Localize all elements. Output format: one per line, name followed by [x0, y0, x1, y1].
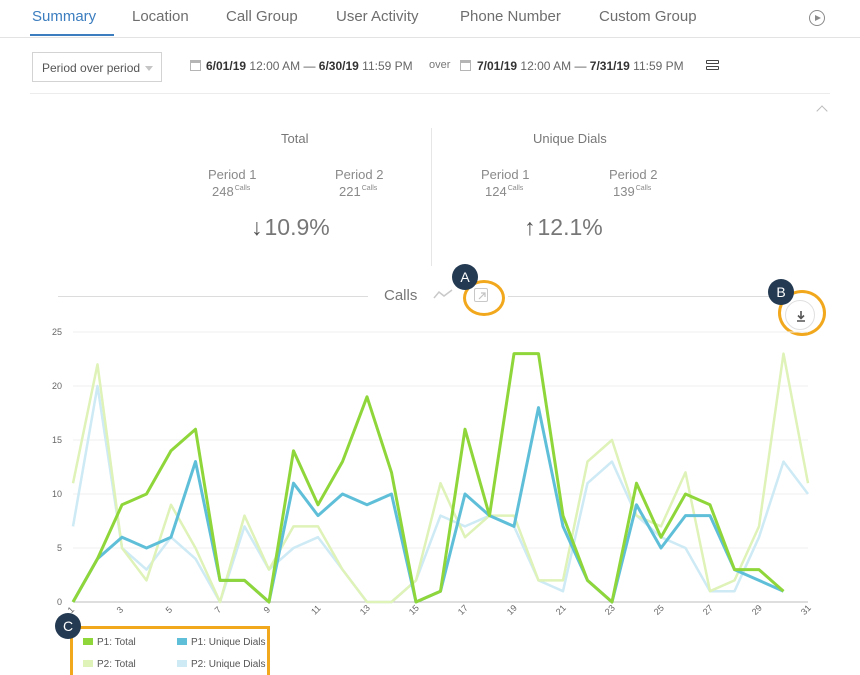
- arrow-up-icon: ↑: [524, 214, 536, 240]
- p1-start-time: 12:00 AM: [249, 59, 301, 73]
- active-tab-indicator: [30, 34, 114, 36]
- line-chart-icon[interactable]: [433, 288, 453, 300]
- arrow-down-icon: ↓: [251, 214, 263, 240]
- unique-period1-label: Period 1: [481, 167, 530, 182]
- unique-period1-value: 124Calls: [485, 184, 524, 199]
- unique-change: ↑12.1%: [524, 214, 603, 240]
- chart-title-rule-left: [58, 296, 368, 297]
- series-line-p2-total: [71, 352, 810, 604]
- series-line-p2-unique-dials: [71, 384, 809, 604]
- x-tick-label: 5: [164, 605, 175, 616]
- collapse-chevron-up-icon[interactable]: [816, 104, 828, 116]
- total-period1-label: Period 1: [208, 167, 257, 182]
- total-change: ↓10.9%: [251, 214, 330, 240]
- period-1-range[interactable]: 6/01/19 12:00 AM — 6/30/19 11:59 PM: [206, 59, 413, 73]
- chart-title-rule-right: [508, 296, 773, 297]
- unique-period2-label: Period 2: [609, 167, 658, 182]
- x-tick-label: 27: [701, 603, 715, 617]
- p2-end-date: 7/31/19: [589, 59, 630, 73]
- calendar-icon[interactable]: [190, 60, 201, 71]
- range-dash: —: [574, 59, 587, 73]
- unique-period2-value: 139Calls: [613, 184, 652, 199]
- chart-title: Calls: [384, 287, 418, 304]
- filter-row: Period over period 6/01/19 12:00 AM — 6/…: [30, 48, 830, 94]
- legend-item-p2-unique-dials[interactable]: P2: Unique Dials: [177, 659, 265, 670]
- series-line-p1-unique-dials: [71, 406, 785, 604]
- x-tick-label: 9: [262, 605, 273, 616]
- range-dash: —: [303, 59, 316, 73]
- x-tick-label: 23: [603, 603, 617, 617]
- p1-end-date: 6/30/19: [318, 59, 359, 73]
- x-tick-label: 29: [750, 603, 764, 617]
- x-tick-label: 7: [213, 605, 224, 616]
- legend-item-p1-unique-dials[interactable]: P1: Unique Dials: [177, 637, 265, 648]
- legend-item-p2-total[interactable]: P2: Total: [83, 659, 136, 670]
- total-period2-value: 221Calls: [339, 184, 378, 199]
- tab-phone-number[interactable]: Phone Number: [460, 8, 561, 25]
- total-period1-value: 248Calls: [212, 184, 251, 199]
- p1-end-time: 11:59 PM: [362, 59, 413, 73]
- period-2-range[interactable]: 7/01/19 12:00 AM — 7/31/19 11:59 PM: [477, 59, 684, 73]
- x-tick-label: 13: [358, 603, 372, 617]
- p2-end-time: 11:59 PM: [633, 59, 684, 73]
- x-tick-label: 19: [505, 603, 519, 617]
- chevron-down-icon: [145, 66, 153, 71]
- highlight-ring-a: [463, 280, 505, 316]
- y-tick-label: 0: [57, 597, 62, 607]
- series-line-p1-total: [71, 352, 785, 604]
- stats-divider: [431, 128, 432, 266]
- tab-custom-group[interactable]: Custom Group: [599, 8, 697, 25]
- tab-summary[interactable]: Summary: [32, 8, 97, 25]
- tab-bar: Summary Location Call Group User Activit…: [0, 0, 860, 38]
- x-tick-label: 17: [456, 603, 470, 617]
- highlight-ring-b: [778, 290, 826, 336]
- y-tick-label: 25: [52, 327, 62, 337]
- tab-call-group[interactable]: Call Group: [226, 8, 298, 25]
- p2-start-date: 7/01/19: [477, 59, 518, 73]
- x-tick-label: 1: [66, 605, 77, 616]
- badge-c: C: [55, 613, 81, 639]
- x-tick-label: 3: [115, 605, 126, 616]
- total-period2-label: Period 2: [335, 167, 384, 182]
- over-label: over: [429, 59, 451, 71]
- tab-location[interactable]: Location: [132, 8, 189, 25]
- period-mode-value: Period over period: [42, 61, 141, 75]
- legend-item-p1-total[interactable]: P1: Total: [83, 637, 136, 648]
- x-tick-label: 11: [309, 603, 323, 617]
- y-tick-label: 15: [52, 435, 62, 445]
- badge-a: A: [452, 264, 478, 290]
- y-tick-label: 20: [52, 381, 62, 391]
- x-tick-label: 25: [652, 603, 666, 617]
- tab-user-activity[interactable]: User Activity: [336, 8, 419, 25]
- chart-legend: P1: Total P1: Unique Dials P2: Total P2:…: [70, 626, 270, 675]
- x-tick-label: 31: [799, 603, 813, 617]
- p2-start-time: 12:00 AM: [520, 59, 572, 73]
- layout-toggle-icon[interactable]: [706, 60, 719, 72]
- unique-dials-title: Unique Dials: [533, 131, 607, 146]
- calendar-icon[interactable]: [460, 60, 471, 71]
- x-tick-label: 21: [554, 603, 568, 617]
- y-tick-label: 10: [52, 489, 62, 499]
- x-tick-label: 15: [407, 603, 421, 617]
- y-tick-label: 5: [57, 543, 62, 553]
- period-mode-select[interactable]: Period over period: [32, 52, 162, 82]
- badge-b: B: [768, 279, 794, 305]
- p1-start-date: 6/01/19: [206, 59, 247, 73]
- play-icon[interactable]: [809, 10, 825, 26]
- total-title: Total: [281, 131, 309, 146]
